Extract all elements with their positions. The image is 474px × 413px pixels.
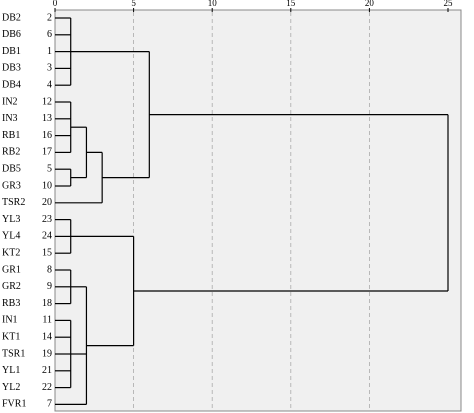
leaf-label: FVR1 [2, 399, 26, 410]
leaf-case: 21 [42, 365, 52, 376]
leaf-label: RB2 [2, 147, 20, 158]
leaf-label: TSR2 [2, 197, 25, 208]
leaf-label: RB3 [2, 298, 20, 309]
leaf-label: DB3 [2, 63, 21, 74]
leaf-case: 10 [42, 180, 52, 191]
leaf-case: 14 [42, 331, 52, 342]
x-tick-label: 0 [53, 0, 58, 8]
leaf-label: DB6 [2, 29, 21, 40]
leaf-label: IN2 [2, 96, 18, 107]
leaf-label: DB1 [2, 46, 21, 57]
leaf-case: 23 [42, 214, 52, 225]
leaf-case: 2 [47, 12, 52, 23]
x-tick-label: 10 [208, 0, 218, 8]
leaf-case: 22 [42, 382, 52, 393]
leaf-case: 18 [42, 298, 52, 309]
leaf-case: 6 [47, 29, 52, 40]
leaf-case: 5 [47, 163, 52, 174]
leaf-label: DB2 [2, 12, 21, 23]
leaf-label: GR2 [2, 281, 21, 292]
x-tick-label: 25 [444, 0, 454, 8]
leaf-label: YL2 [2, 382, 20, 393]
leaf-case: 16 [42, 130, 52, 141]
leaf-case: 17 [42, 147, 52, 158]
leaf-label: IN3 [2, 113, 18, 124]
leaf-case: 19 [42, 348, 52, 359]
leaf-case: 11 [42, 315, 52, 326]
leaf-label: GR3 [2, 180, 21, 191]
leaf-label: KT1 [2, 331, 20, 342]
x-tick-label: 5 [131, 0, 136, 8]
leaf-case: 12 [42, 96, 52, 107]
leaf-label: IN1 [2, 315, 18, 326]
plot-area [54, 9, 462, 412]
leaf-label: GR1 [2, 264, 21, 275]
leaf-case: 3 [47, 63, 52, 74]
leaf-case: 24 [42, 231, 52, 242]
leaf-case: 9 [47, 281, 52, 292]
leaf-case: 15 [42, 247, 52, 258]
leaf-label: DB4 [2, 79, 21, 90]
leaf-label: YL1 [2, 365, 20, 376]
leaf-label: YL4 [2, 231, 20, 242]
leaf-case: 8 [47, 264, 52, 275]
leaf-case: 20 [42, 197, 52, 208]
leaf-case: 1 [47, 46, 52, 57]
leaf-label: DB5 [2, 163, 21, 174]
leaf-label: KT2 [2, 247, 20, 258]
leaf-label: RB1 [2, 130, 20, 141]
leaf-case: 4 [47, 79, 52, 90]
x-tick-label: 20 [365, 0, 375, 8]
x-tick-label: 15 [286, 0, 296, 8]
leaf-case: 13 [42, 113, 52, 124]
leaf-label: TSR1 [2, 348, 25, 359]
leaf-label: YL3 [2, 214, 20, 225]
leaf-case: 7 [47, 399, 52, 410]
